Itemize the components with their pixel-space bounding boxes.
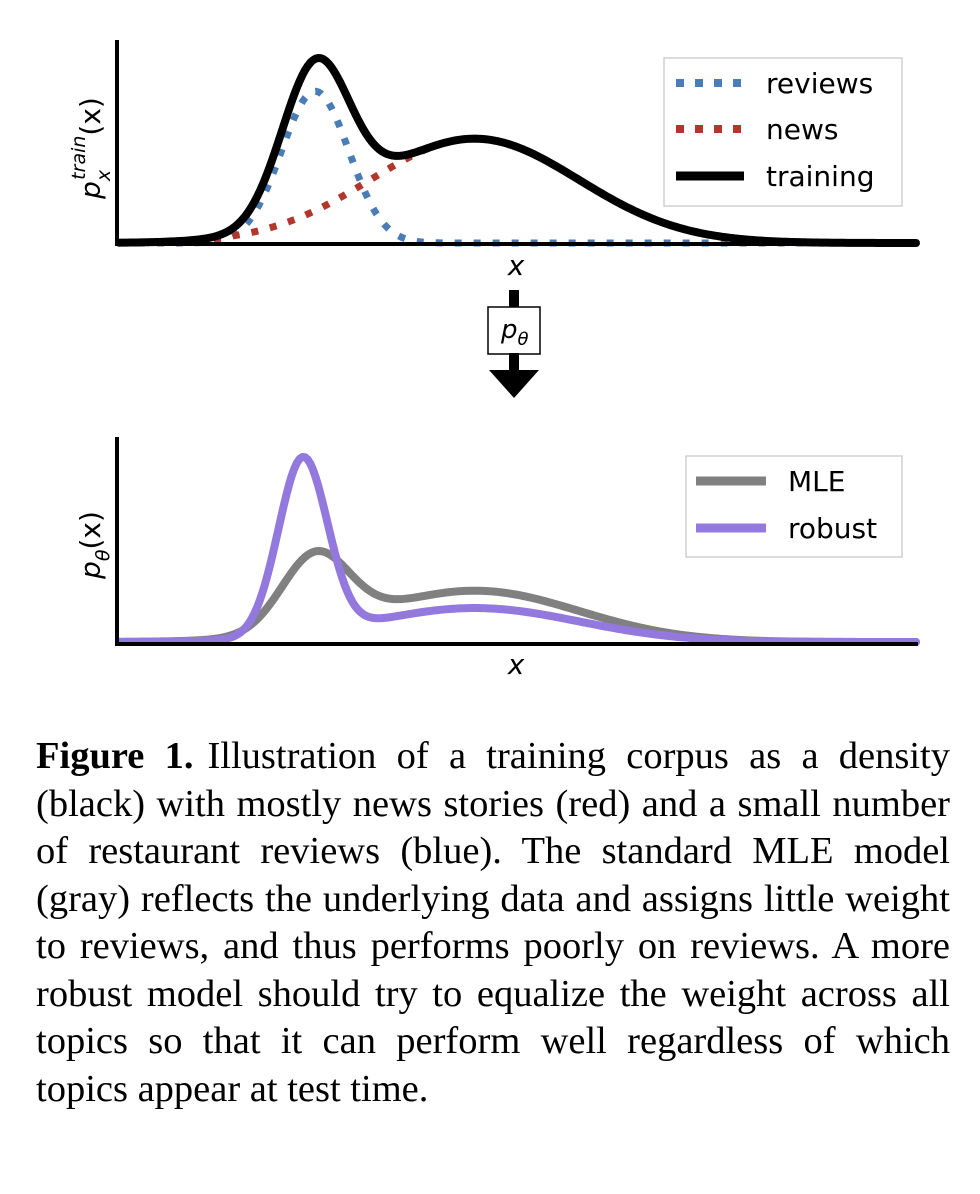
caption-text: Illustration of a training corpus as a d…: [36, 735, 950, 1110]
top-legend-frame: [663, 57, 903, 207]
legend-label-mle: MLE: [788, 465, 845, 498]
top-x-label: x: [507, 249, 525, 282]
bottom-density-plot: pθ(x) x MLE robust: [74, 437, 920, 681]
legend-label-reviews: reviews: [766, 67, 873, 100]
caption-figure-label: Figure 1.: [36, 735, 194, 777]
arrow-shaft-bottom: [509, 353, 519, 371]
top-legend: reviews news training: [663, 57, 903, 207]
bottom-legend-frame: [685, 455, 903, 558]
legend-label-robust: robust: [788, 512, 877, 545]
curve-robust: [115, 453, 920, 646]
legend-label-news: news: [766, 113, 838, 146]
model-arrow: pθ: [487, 290, 541, 398]
model-box: [487, 306, 541, 355]
arrow-head: [489, 370, 539, 398]
bottom-x-label: x: [507, 648, 525, 681]
model-box-label: pθ: [500, 315, 529, 350]
bottom-curves: [115, 453, 920, 646]
bottom-legend: MLE robust: [685, 455, 903, 558]
figure-panels: pxtrain(x) x reviews news training pθ pθ…: [68, 40, 920, 681]
arrow-shaft-top: [509, 290, 519, 308]
top-density-plot: pxtrain(x) x reviews news training: [68, 40, 920, 282]
legend-label-training: training: [766, 160, 874, 193]
figure-caption: Figure 1. Illustration of a training corp…: [36, 733, 950, 1113]
top-y-label: pxtrain(x): [68, 97, 115, 200]
bottom-y-label: pθ(x): [74, 511, 114, 580]
curve-mle: [115, 547, 920, 646]
curve-training: [115, 54, 920, 247]
